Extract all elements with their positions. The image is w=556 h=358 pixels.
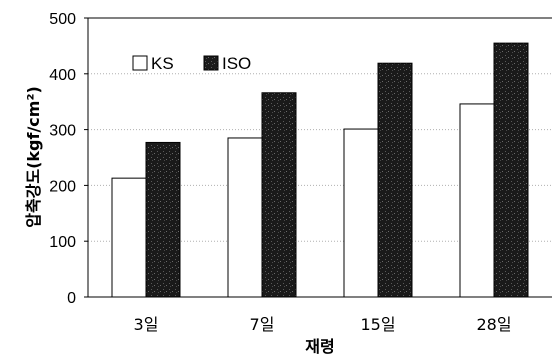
- legend-label-iso: ISO: [222, 54, 251, 73]
- legend: KS ISO: [132, 54, 251, 73]
- bar-iso-2: [377, 62, 413, 298]
- y-axis-title: 압축강도(kgf/cm²): [24, 86, 43, 228]
- bar-ks-1: [227, 137, 263, 298]
- y-tick-label: 0: [67, 290, 76, 307]
- y-tick-label: 500: [49, 11, 76, 28]
- bar-ks-2: [343, 128, 379, 298]
- legend-label-ks: KS: [151, 54, 174, 73]
- y-tick-label: 300: [49, 123, 76, 140]
- bars: [111, 42, 529, 298]
- bar-iso-0: [145, 141, 181, 298]
- x-tick-label: 7일: [250, 315, 275, 334]
- bar-ks-3: [459, 103, 495, 298]
- bar-ks-0: [111, 177, 147, 298]
- y-tick-label: 100: [49, 234, 76, 251]
- bar-iso-3: [493, 42, 529, 298]
- x-tick-label: 3일: [134, 315, 159, 334]
- y-tick-labels: 0 100 200 300 400 500: [49, 11, 88, 307]
- legend-swatch-iso: [203, 55, 219, 71]
- x-tick-label: 15일: [360, 315, 395, 334]
- x-axis-title: 재령: [305, 337, 334, 356]
- x-tick-label: 28일: [476, 315, 511, 334]
- gridlines: [88, 73, 552, 242]
- legend-swatch-ks: [132, 55, 148, 71]
- y-tick-label: 400: [49, 67, 76, 84]
- y-tick-label: 200: [49, 178, 76, 195]
- bar-iso-1: [261, 92, 297, 298]
- x-tick-labels: 3일 7일 15일 28일: [134, 315, 512, 334]
